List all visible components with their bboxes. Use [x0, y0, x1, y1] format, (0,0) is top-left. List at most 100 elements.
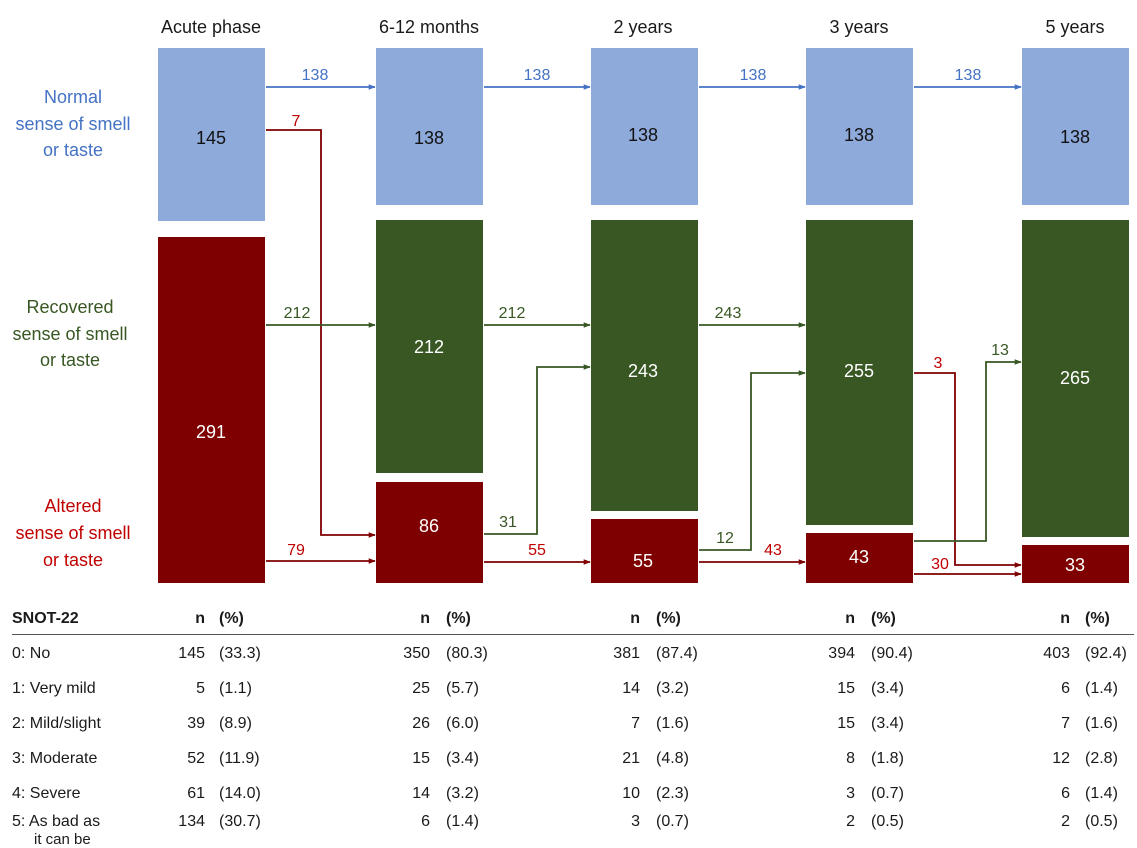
snot-cell-n: 134	[178, 813, 205, 830]
snot-cell-n: 8	[846, 750, 855, 767]
snot-cell-n: 403	[1043, 645, 1070, 662]
flow-label-138-d: 138	[955, 67, 982, 84]
count-5y-normal: 138	[1060, 127, 1090, 147]
n-header-6-12: n	[420, 610, 430, 627]
box-3y-altered	[806, 533, 913, 583]
flow-label-7: 7	[292, 113, 301, 130]
snot-row-label: 2: Mild/slight	[12, 715, 101, 732]
snot-cell-n: 7	[631, 715, 640, 732]
snot-cell-pct: (1.6)	[1085, 715, 1118, 732]
snot-title: SNOT-22	[12, 610, 79, 627]
arrow-3y-altered-to-5y-recovered	[914, 359, 1022, 542]
snot-cell-n: 2	[1061, 813, 1070, 830]
count-acute-altered: 291	[196, 422, 226, 442]
transition-labels: 138 138 138 138 7 212 79 212 31 55 243 1…	[284, 67, 1009, 573]
snot-cell-n: 15	[837, 715, 855, 732]
arrow-6-12-altered-to-2y-recovered	[484, 364, 591, 535]
pct-header-6-12: (%)	[446, 610, 471, 627]
snot-cell-pct: (2.8)	[1085, 750, 1118, 767]
box-5y-normal	[1022, 48, 1129, 205]
snot-cell-n: 21	[622, 750, 640, 767]
snot-cell-n: 7	[1061, 715, 1070, 732]
snot-row-label: 3: Moderate	[12, 750, 98, 767]
pct-header-3y: (%)	[871, 610, 896, 627]
box-3y-recovered	[806, 220, 913, 525]
flow-label-138-b: 138	[524, 67, 551, 84]
snot-cell-n: 10	[622, 785, 640, 802]
snot-cell-pct: (1.4)	[1085, 680, 1118, 697]
timepoint-headers: Acute phase 6-12 months 2 years 3 years …	[161, 17, 1105, 37]
snot-22-table: SNOT-22 n (%) n (%) n (%) n (%) n (%) 0:…	[0, 600, 1137, 848]
box-3y-normal	[806, 48, 913, 205]
snot-cell-pct: (1.8)	[871, 750, 904, 767]
header-3-years: 3 years	[829, 17, 888, 37]
pct-header-acute: (%)	[219, 610, 244, 627]
snot-row-label: 1: Very mild	[12, 680, 96, 697]
snot-cell-n: 6	[421, 813, 430, 830]
snot-cell-pct: (8.9)	[219, 715, 252, 732]
snot-cell-n: 5	[196, 680, 205, 697]
count-6-12-normal: 138	[414, 128, 444, 148]
snot-cell-pct: (3.4)	[446, 750, 479, 767]
flow-label-212-a: 212	[284, 305, 311, 322]
snot-row-label: 0: No	[12, 645, 51, 662]
row-label-recovered: Recovered sense of smell or taste	[12, 297, 127, 370]
flow-label-13: 13	[991, 342, 1009, 359]
flow-label-43: 43	[764, 542, 782, 559]
n-header-5y: n	[1060, 610, 1070, 627]
row-label-recovered-line-1: Recovered	[26, 297, 113, 317]
count-2y-normal: 138	[628, 125, 658, 145]
snot-cell-n: 145	[178, 645, 205, 662]
snot-cell-pct: (3.4)	[871, 715, 904, 732]
snot-cell-n: 394	[828, 645, 855, 662]
count-2y-altered: 55	[633, 551, 653, 571]
flow-label-31: 31	[499, 514, 517, 531]
box-6-12-altered	[376, 482, 483, 583]
snot-cell-n: 25	[412, 680, 430, 697]
box-2y-normal	[591, 48, 698, 205]
row-label-recovered-line-3: or taste	[40, 350, 100, 370]
box-5y-recovered	[1022, 220, 1129, 537]
row-label-normal-line-3: or taste	[43, 140, 103, 160]
flow-label-138-a: 138	[302, 67, 329, 84]
snot-cell-pct: (4.8)	[656, 750, 689, 767]
snot-cell-pct: (3.4)	[871, 680, 904, 697]
box-counts: 145 291 138 212 86 138 243 55 138 255 43…	[196, 125, 1090, 575]
snot-cell-n: 2	[846, 813, 855, 830]
snot-cell-n: 39	[187, 715, 205, 732]
snot-cell-n: 3	[846, 785, 855, 802]
snot-cell-n: 6	[1061, 785, 1070, 802]
snot-cell-pct: (5.7)	[446, 680, 479, 697]
snot-cell-pct: (90.4)	[871, 645, 913, 662]
snot-cell-n: 14	[622, 680, 640, 697]
arrow-2y-altered-to-3y-recovered	[699, 370, 806, 551]
header-2-years: 2 years	[613, 17, 672, 37]
snot-cell-pct: (33.3)	[219, 645, 261, 662]
flow-label-30: 30	[931, 556, 949, 573]
snot-cell-n: 15	[837, 680, 855, 697]
box-6-12-recovered	[376, 220, 483, 473]
snot-cell-pct: (30.7)	[219, 813, 261, 830]
snot-cell-pct: (0.5)	[1085, 813, 1118, 830]
snot-cell-n: 52	[187, 750, 205, 767]
snot-cell-pct: (0.7)	[656, 813, 689, 830]
snot-cell-n: 61	[187, 785, 205, 802]
flow-label-212-b: 212	[499, 305, 526, 322]
flow-label-138-c: 138	[740, 67, 767, 84]
row-label-normal-line-2: sense of smell	[15, 114, 130, 134]
box-acute-normal	[158, 48, 265, 221]
flow-label-12: 12	[716, 530, 734, 547]
snot-cell-pct: (92.4)	[1085, 645, 1127, 662]
snot-cell-pct: (14.0)	[219, 785, 261, 802]
arrow-3y-recovered-to-5y-altered	[914, 372, 1022, 568]
n-header-acute: n	[195, 610, 205, 627]
snot-cell-pct: (1.6)	[656, 715, 689, 732]
box-acute-altered	[158, 237, 265, 583]
snot-cell-n: 12	[1052, 750, 1070, 767]
box-2y-altered	[591, 519, 698, 583]
count-3y-normal: 138	[844, 125, 874, 145]
snot-row-label-line-1: 5: As bad as	[12, 813, 101, 830]
box-5y-altered	[1022, 545, 1129, 583]
snot-cell-pct: (3.2)	[656, 680, 689, 697]
n-header-3y: n	[845, 610, 855, 627]
